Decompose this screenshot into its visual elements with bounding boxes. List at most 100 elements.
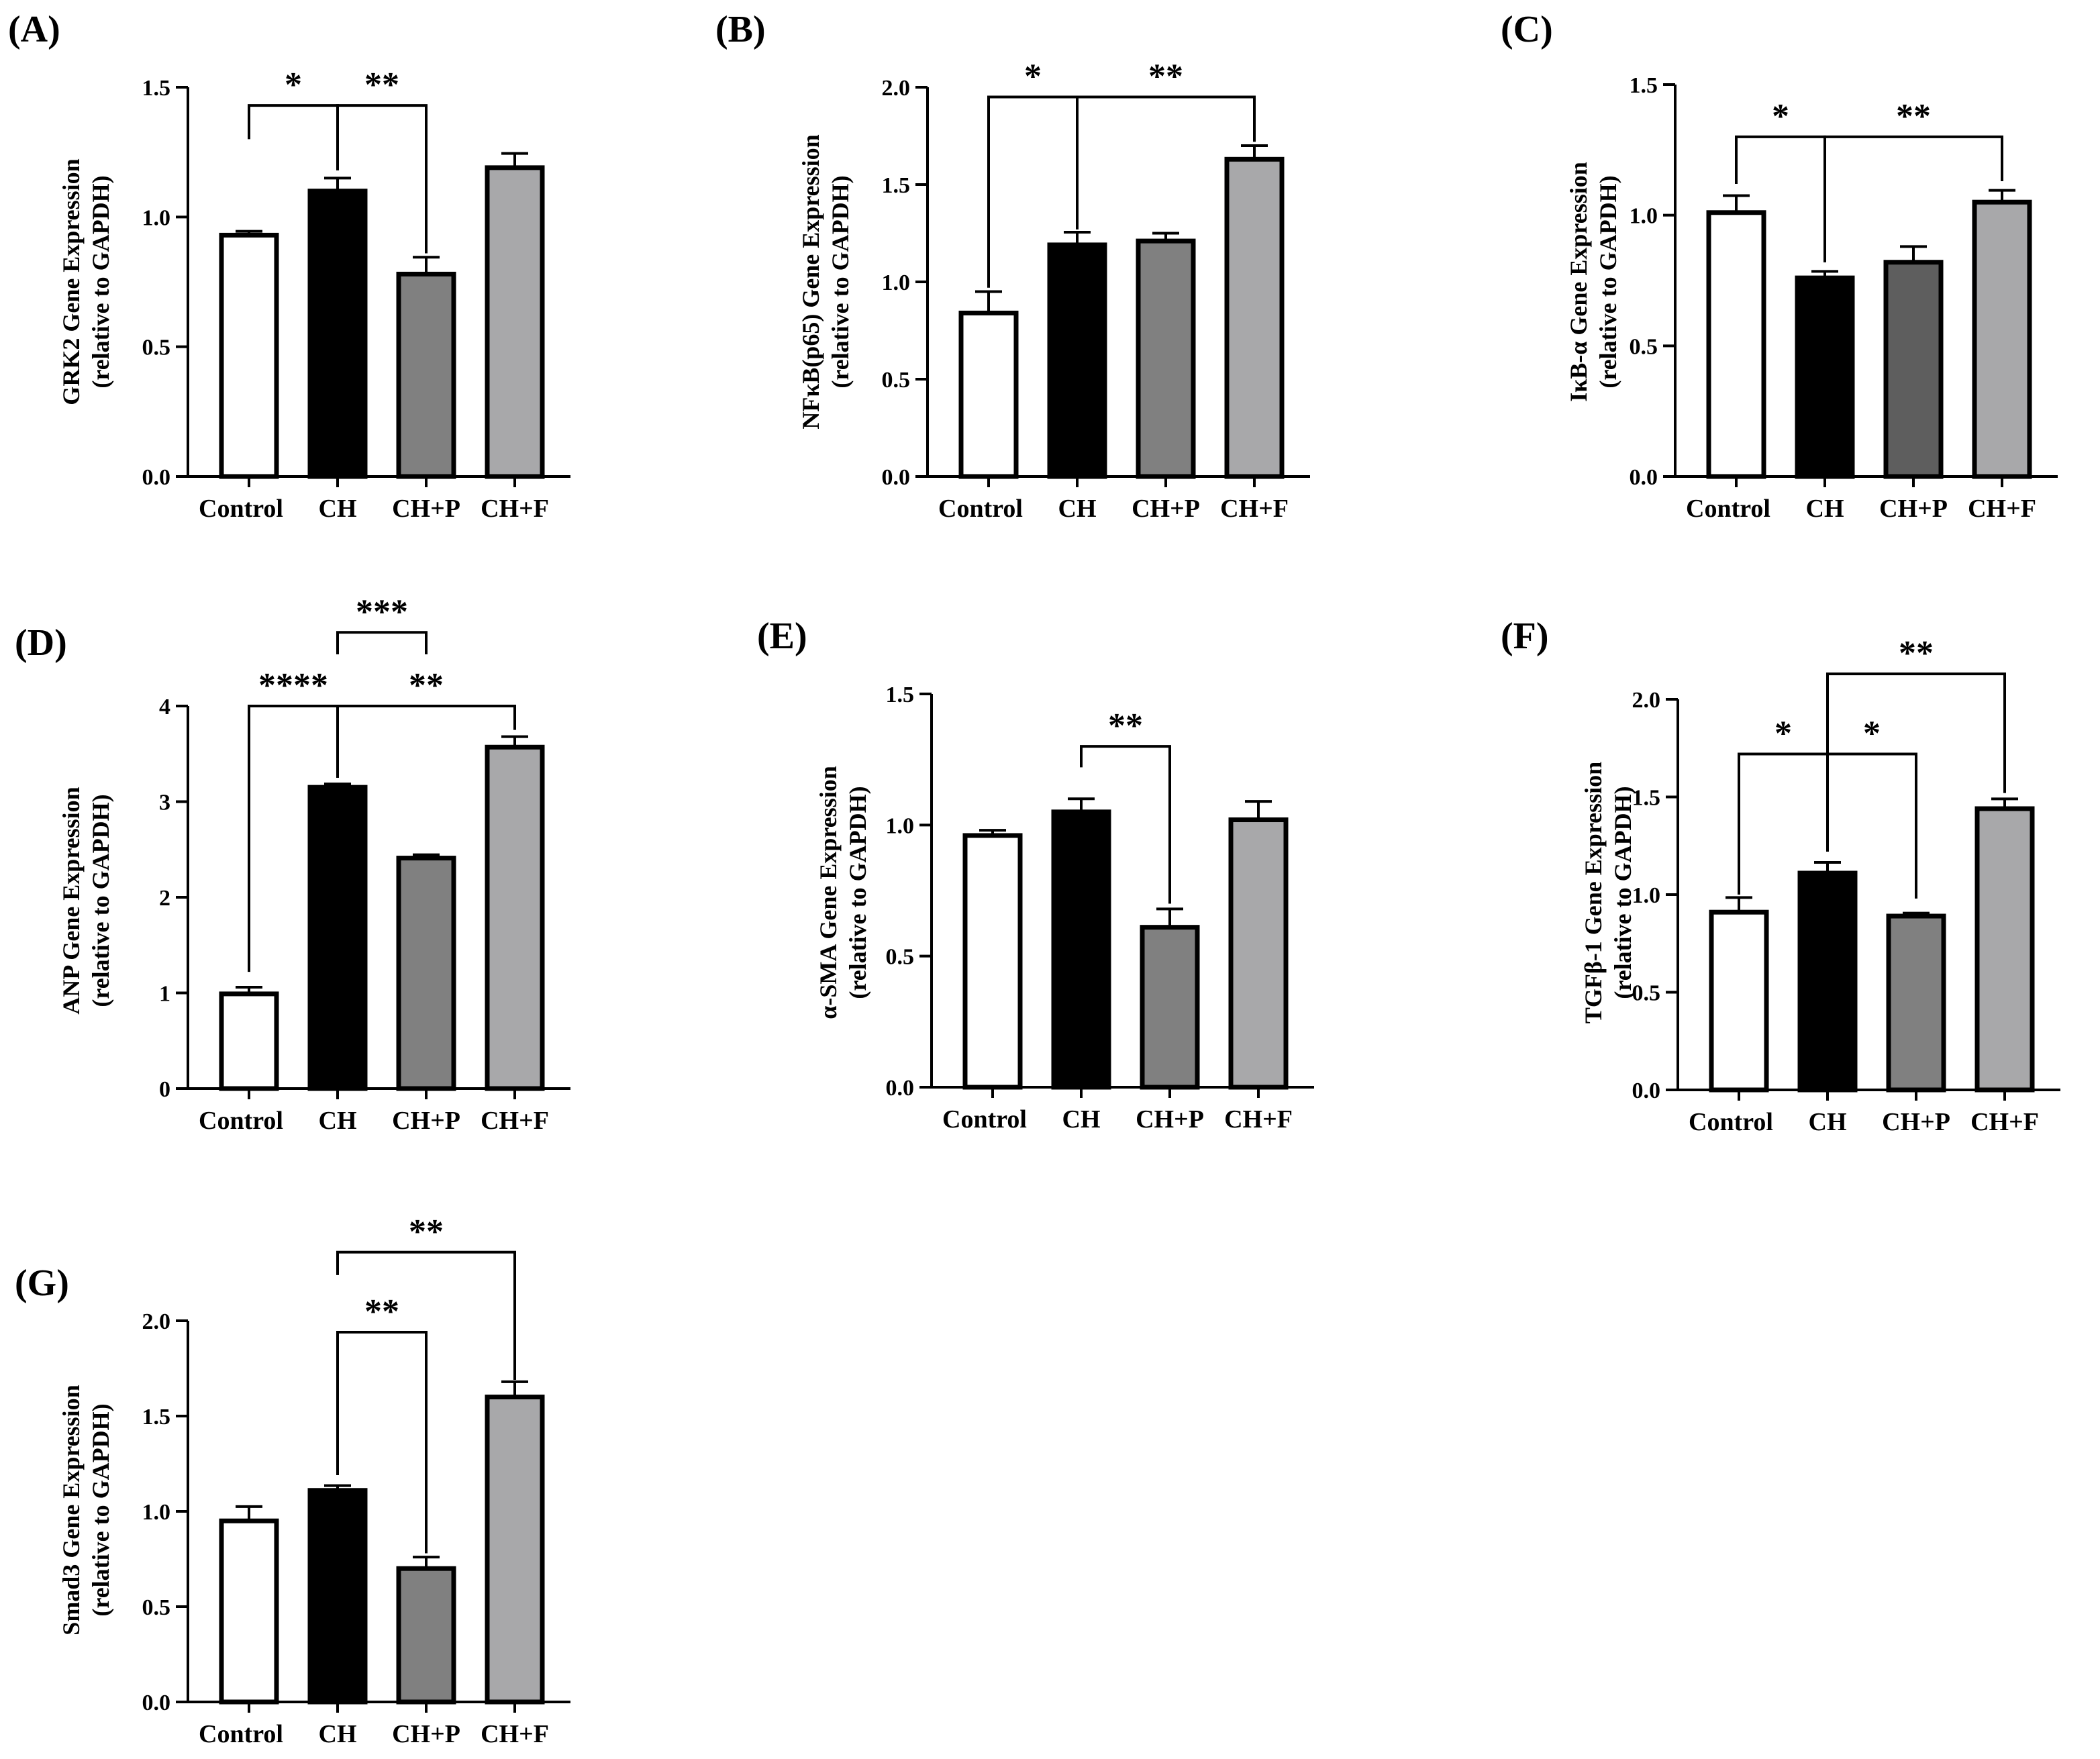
x-tick-label: CH+P <box>1136 1105 1204 1134</box>
panel-label: (A) <box>8 9 60 50</box>
significance-bracket <box>248 104 339 170</box>
y-tick-label: 0.0 <box>142 465 171 490</box>
y-tick-label: 1 <box>159 982 170 1007</box>
x-tick-label: Control <box>938 495 1023 523</box>
significance-bracket <box>336 104 428 254</box>
y-axis-label: (relative to GAPDH) <box>844 786 871 999</box>
x-tick-label: CH+P <box>1132 495 1200 523</box>
y-tick-label: 1.0 <box>1630 204 1658 229</box>
significance-bracket <box>336 705 516 778</box>
y-tick-label: 0.0 <box>882 465 911 490</box>
y-tick-label: 2.0 <box>142 1309 171 1334</box>
x-tick-label: CH+F <box>481 1720 549 1748</box>
y-axis-label: (relative to GAPDH) <box>1609 786 1636 999</box>
panel-label: (F) <box>1501 615 1549 657</box>
y-tick-label: 1.5 <box>142 1405 171 1429</box>
y-tick-label: 1.5 <box>1630 73 1658 98</box>
bar-ch-f <box>1228 817 1289 1090</box>
x-tick-label: CH+F <box>481 495 549 523</box>
y-tick-label: 1.0 <box>142 205 171 230</box>
significance-label: * <box>1863 714 1881 752</box>
bar-control <box>219 991 279 1091</box>
bar-ch <box>1797 870 1858 1093</box>
y-tick-label: 1.0 <box>1632 883 1661 908</box>
significance-label: ** <box>1896 97 1931 136</box>
y-tick-label: 0.5 <box>886 945 915 970</box>
bar-ch-p <box>1136 238 1196 479</box>
x-tick-label: CH+P <box>392 1720 460 1748</box>
significance-label: **** <box>258 666 328 705</box>
significance-label: ** <box>1148 58 1183 96</box>
bar-control <box>1709 909 1769 1093</box>
bar-ch-p <box>1886 913 1946 1093</box>
significance-label: * <box>285 66 302 104</box>
y-axis-label: NFκB(p65) Gene Expression <box>797 134 824 429</box>
significance-label: ** <box>364 66 399 104</box>
x-tick-label: CH+P <box>392 495 460 523</box>
y-tick-label: 2.0 <box>882 76 911 101</box>
bar-control <box>219 1518 279 1705</box>
y-tick-label: 0.5 <box>882 368 911 393</box>
significance-bracket <box>1826 752 1917 899</box>
y-tick-label: 0.0 <box>142 1691 171 1715</box>
x-tick-label: CH+F <box>1970 1108 2039 1136</box>
bar-ch-p <box>1140 925 1200 1090</box>
x-tick-label: Control <box>199 1107 283 1135</box>
bar-ch-f <box>1974 806 2035 1093</box>
y-axis-label: (relative to GAPDH) <box>87 175 114 388</box>
y-tick-label: 2 <box>159 886 170 911</box>
y-tick-label: 4 <box>159 695 170 719</box>
significance-bracket <box>336 1331 428 1554</box>
y-tick-label: 1.0 <box>882 270 911 295</box>
bar-ch <box>1047 242 1107 479</box>
panel-label: (E) <box>757 615 807 657</box>
bar-ch-p <box>1883 260 1944 479</box>
bar-control <box>219 232 279 479</box>
bar-ch <box>1795 275 1855 479</box>
y-axis-label: GRK2 Gene Expression <box>58 158 85 405</box>
y-tick-label: 2.0 <box>1632 688 1661 713</box>
y-axis-label: TGFβ-1 Gene Expression <box>1580 762 1607 1023</box>
y-axis-label: (relative to GAPDH) <box>87 794 114 1007</box>
x-tick-label: CH+F <box>1220 495 1289 523</box>
bar-ch <box>307 1488 368 1705</box>
significance-label: ** <box>1108 707 1143 745</box>
y-tick-label: 0 <box>159 1077 170 1102</box>
y-tick-label: 0.5 <box>1632 981 1661 1006</box>
y-tick-label: 3 <box>159 791 170 815</box>
y-axis-label: (relative to GAPDH) <box>87 1403 114 1616</box>
y-tick-label: 0.0 <box>1632 1078 1661 1103</box>
x-tick-label: CH <box>319 495 357 523</box>
y-tick-label: 0.5 <box>1630 334 1658 359</box>
significance-label: *** <box>356 593 408 631</box>
x-tick-label: CH <box>319 1720 357 1748</box>
x-tick-label: CH <box>1062 1105 1101 1134</box>
x-tick-label: Control <box>942 1105 1027 1134</box>
x-tick-label: CH <box>1806 495 1844 523</box>
x-tick-label: Control <box>199 495 283 523</box>
bar-ch-p <box>396 856 456 1091</box>
significance-bracket <box>336 1250 516 1380</box>
x-tick-label: CH <box>1058 495 1097 523</box>
bar-control <box>962 833 1023 1090</box>
bar-ch-f <box>1972 199 2032 479</box>
bar-ch-p <box>396 1566 456 1705</box>
bar-ch-f <box>1224 156 1285 479</box>
bar-control <box>1706 210 1766 479</box>
significance-bracket <box>1823 135 2003 262</box>
panel-label: (G) <box>15 1262 69 1304</box>
significance-label: ** <box>409 666 444 705</box>
significance-label: * <box>1772 97 1789 136</box>
y-axis-label: IκB-α Gene Expression <box>1565 162 1592 401</box>
y-tick-label: 1.0 <box>886 813 915 838</box>
x-tick-label: CH+P <box>1882 1108 1950 1136</box>
significance-label: ** <box>364 1293 399 1331</box>
bar-ch <box>307 785 368 1091</box>
panel-label: (C) <box>1501 9 1553 50</box>
y-axis-label: α-SMA Gene Expression <box>815 766 842 1019</box>
y-axis-label: (relative to GAPDH) <box>1595 175 1621 388</box>
x-tick-label: CH <box>1809 1108 1847 1136</box>
x-tick-label: Control <box>1689 1108 1773 1136</box>
y-tick-label: 0.5 <box>142 1595 171 1620</box>
x-tick-label: CH+F <box>1224 1105 1293 1134</box>
